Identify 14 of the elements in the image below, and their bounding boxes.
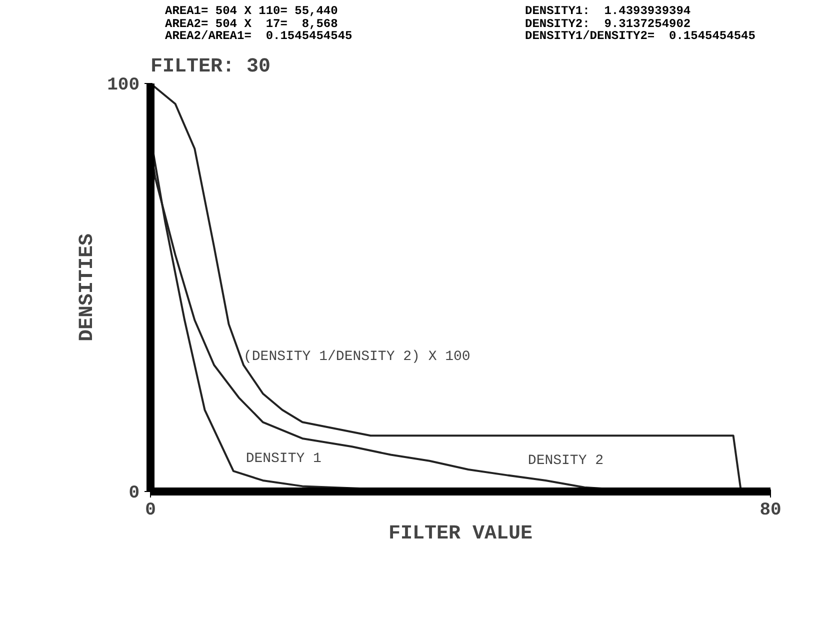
annotation: DENSITY 2 xyxy=(528,452,604,469)
text: AREA1= 504 X 110= 55,440 xyxy=(165,4,338,18)
y-axis-title: DENSITIES xyxy=(76,233,100,342)
text: AREA2/AREA1= 0.1545454545 xyxy=(165,29,352,44)
annotation: (DENSITY 1/DENSITY 2) X 100 xyxy=(244,348,470,365)
text: DENSITY2: 9.3137254902 xyxy=(525,16,691,31)
text: DENSITY1: 1.4393939394 xyxy=(525,4,691,18)
annotation: DENSITY 1 xyxy=(246,450,322,467)
chart-title: FILTER: 30 xyxy=(150,55,271,78)
y-tick-label: 100 xyxy=(107,75,140,96)
x-tick-label: 80 xyxy=(760,500,782,520)
text: DENSITY1/DENSITY2= 0.1545454545 xyxy=(525,29,756,44)
x-axis-title: FILTER VALUE xyxy=(388,522,533,546)
text: AREA2= 504 X 17= 8,568 xyxy=(165,16,338,31)
